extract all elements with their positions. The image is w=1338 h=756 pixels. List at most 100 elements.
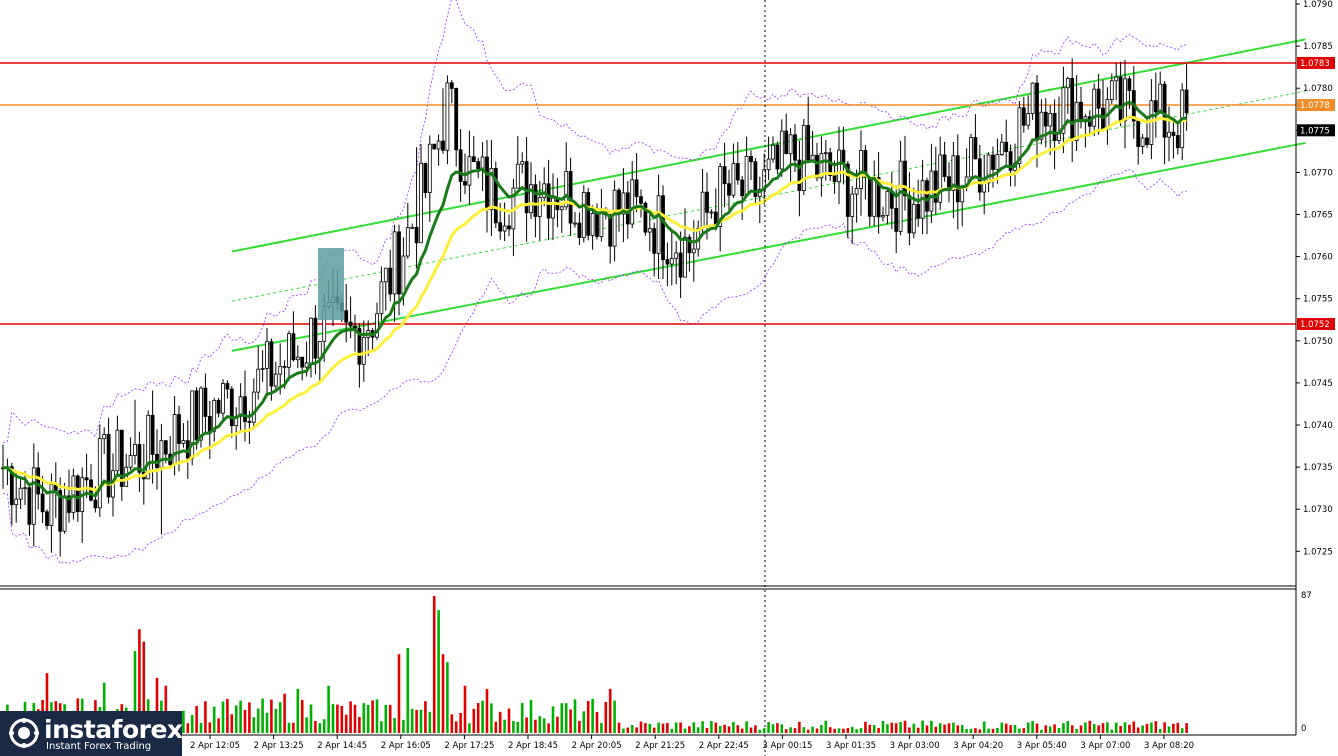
candle <box>454 87 459 167</box>
candle-body <box>595 213 599 237</box>
candle <box>388 249 393 302</box>
candle <box>1109 73 1114 104</box>
candle-body <box>705 191 709 213</box>
current-price-tag <box>1297 124 1335 137</box>
time-tick-label: 3 Apr 08:20 <box>1144 741 1194 751</box>
candle-body <box>529 184 533 214</box>
candle-body <box>1030 82 1035 115</box>
candle <box>49 473 54 553</box>
candle-body <box>489 168 494 211</box>
candle-body <box>1118 76 1123 122</box>
price-axis[interactable]: 1.0790 1.0785 1.0780 1.0775 1.0770 1.0765 1.07… <box>1296 0 1335 557</box>
candle <box>986 152 991 193</box>
candle-body <box>225 383 230 390</box>
candle-body <box>269 341 274 387</box>
candle <box>229 386 234 438</box>
candle-body <box>317 340 322 359</box>
candle-body <box>493 168 498 224</box>
candle-body <box>133 444 137 456</box>
candle <box>674 241 679 285</box>
candle-body <box>810 154 815 161</box>
candle-body <box>203 387 208 417</box>
candle <box>177 405 181 472</box>
price-tick-label: 1.0730 <box>1303 505 1333 515</box>
candle-body <box>414 226 419 244</box>
candle <box>661 185 665 279</box>
candle <box>181 423 186 448</box>
candle <box>383 267 388 311</box>
candle <box>753 158 758 206</box>
candle-body <box>1171 131 1176 136</box>
candle <box>854 169 859 223</box>
price-tick-label: 1.0790 <box>1303 0 1333 10</box>
candle-body <box>287 333 291 368</box>
candle <box>577 212 582 245</box>
candle <box>291 311 296 362</box>
candle <box>221 379 225 423</box>
candle <box>432 143 437 150</box>
candle-body <box>691 248 696 254</box>
time-tick-label: 2 Apr 13:25 <box>254 741 304 751</box>
candle-body <box>199 387 203 441</box>
candle-body <box>916 203 921 219</box>
candle-body <box>524 161 529 214</box>
candle-body <box>207 416 212 432</box>
candle-body <box>903 160 907 197</box>
candle-body <box>177 414 181 444</box>
candle-body <box>1153 100 1158 113</box>
candle-body <box>788 134 793 155</box>
candle-body <box>102 434 107 440</box>
candle-body <box>423 162 428 193</box>
candle <box>379 266 384 321</box>
candle <box>375 302 379 340</box>
candle-body <box>683 236 687 278</box>
candle <box>18 478 23 510</box>
candle-body <box>1167 131 1171 138</box>
candle-body <box>251 391 256 423</box>
candle-body <box>656 195 661 254</box>
candle-body <box>392 231 397 295</box>
candle-body <box>137 444 142 473</box>
candle <box>256 346 261 400</box>
candle-body <box>573 222 577 225</box>
candle-body <box>18 487 23 500</box>
time-axis[interactable]: 2 Apr 12:05 2 Apr 13:25 2 Apr 14:45 2 Apr 1… <box>190 735 1194 751</box>
candle <box>718 163 723 252</box>
price-panel[interactable] <box>0 0 1306 756</box>
candle <box>973 114 978 160</box>
candle <box>630 161 635 229</box>
candle <box>212 397 217 442</box>
candle <box>1048 105 1053 156</box>
candle-body <box>375 313 379 338</box>
candle-body <box>1008 151 1013 171</box>
candle-body <box>898 160 903 232</box>
candle <box>771 136 775 163</box>
candle-body <box>295 356 300 361</box>
candle-body <box>911 203 916 234</box>
candle-body <box>436 140 441 150</box>
candle-body <box>577 222 582 238</box>
candle <box>31 443 36 547</box>
candle-body <box>471 156 476 163</box>
candle-body <box>397 231 401 295</box>
candle-body <box>119 429 124 487</box>
candle-body <box>163 440 168 455</box>
candle-body <box>586 192 591 236</box>
candle <box>410 223 415 229</box>
candle <box>1065 76 1070 114</box>
candle <box>903 135 907 211</box>
candle <box>546 159 551 241</box>
band-upper <box>2 0 1187 443</box>
candle-body <box>485 156 489 211</box>
candle-body <box>537 197 542 217</box>
candle-body <box>498 222 503 232</box>
price-tick-label: 1.0785 <box>1303 42 1333 52</box>
level-tag-label: 1.0783 <box>1300 59 1330 69</box>
candle-body <box>159 440 164 468</box>
candle <box>1136 120 1141 165</box>
candle-body <box>1035 82 1039 140</box>
candle <box>146 410 151 480</box>
candle <box>779 119 784 177</box>
candle-body <box>793 134 797 161</box>
